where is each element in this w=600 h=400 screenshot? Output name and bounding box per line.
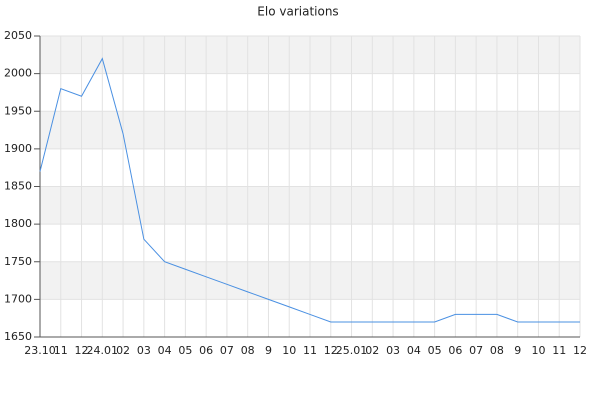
x-tick-label: 10	[531, 344, 545, 357]
x-tick-label: 02	[116, 344, 130, 357]
x-tick-label: 04	[158, 344, 172, 357]
x-tick-label: 11	[552, 344, 566, 357]
x-tick-label: 23.10	[24, 344, 56, 357]
y-tick-label: 1950	[4, 104, 32, 117]
x-tick-label: 12	[75, 344, 89, 357]
x-tick-label: 03	[386, 344, 400, 357]
y-tick-label: 1700	[4, 292, 32, 305]
x-tick-label: 08	[490, 344, 504, 357]
x-tick-label: 9	[514, 344, 521, 357]
y-tick-label: 2050	[4, 29, 32, 42]
x-tick-label: 11	[303, 344, 317, 357]
x-tick-label: 9	[265, 344, 272, 357]
y-tick-label: 1650	[4, 330, 32, 343]
x-tick-label: 03	[137, 344, 151, 357]
x-tick-label: 07	[220, 344, 234, 357]
x-tick-label: 25.01	[336, 344, 368, 357]
x-tick-label: 11	[54, 344, 68, 357]
x-tick-label: 12	[573, 344, 587, 357]
x-tick-label: 06	[448, 344, 462, 357]
x-tick-label: 07	[469, 344, 483, 357]
y-tick-label: 1900	[4, 142, 32, 155]
chart-title: Elo variations	[257, 5, 338, 19]
x-tick-label: 12	[324, 344, 338, 357]
x-tick-label: 02	[365, 344, 379, 357]
y-tick-label: 1850	[4, 180, 32, 193]
y-tick-label: 2000	[4, 67, 32, 80]
y-tick-label: 1800	[4, 217, 32, 230]
line	[39, 57, 580, 323]
y-tick-label: 1750	[4, 255, 32, 268]
x-tick-label: 04	[407, 344, 421, 357]
x-tick-label: 06	[199, 344, 213, 357]
x-tick-label: 08	[241, 344, 255, 357]
x-tick-label: 05	[178, 344, 192, 357]
x-tick-label: 10	[282, 344, 296, 357]
x-tick-label: 05	[428, 344, 442, 357]
x-tick-label: 24.01	[87, 344, 119, 357]
